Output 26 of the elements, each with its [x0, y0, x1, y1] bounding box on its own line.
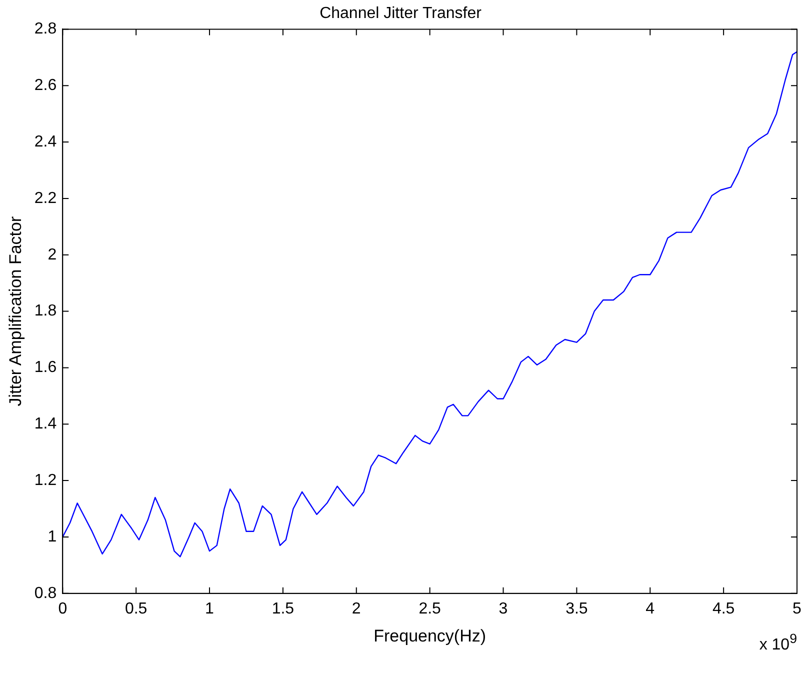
y-tick-label: 0.8 — [34, 584, 57, 602]
x-tick-label: 1 — [205, 600, 214, 618]
x-axis-title: Frequency(Hz) — [374, 626, 486, 646]
y-tick-label: 1.4 — [34, 416, 57, 433]
y-tick-label: 1.6 — [34, 359, 57, 376]
x-tick-label: 3.5 — [566, 600, 588, 618]
chart-title: Channel Jitter Transfer — [320, 5, 482, 22]
y-tick-label: 2.8 — [34, 20, 57, 38]
y-tick-label: 1.8 — [34, 302, 57, 320]
text: x 10$^{9}$ — [759, 631, 797, 655]
x-tick-label: 1.5 — [272, 600, 294, 618]
y-tick-label: 2.6 — [34, 77, 57, 94]
y-tick-label: 2.4 — [34, 133, 57, 150]
x-tick-label: 0 — [58, 600, 68, 618]
x-tick-label: 0.5 — [124, 600, 148, 618]
x-tick-label: 2.5 — [418, 600, 442, 618]
x-tick-label: 4 — [646, 600, 655, 618]
y-tick-label: 1 — [48, 528, 57, 546]
y-tick-label: 1.2 — [34, 472, 57, 489]
y-tick-label: 2.2 — [34, 190, 57, 207]
x-tick-label: 2 — [352, 600, 361, 618]
y-tick-label: 2 — [48, 246, 57, 264]
x-tick-label: 5 — [792, 600, 802, 618]
x-tick-label: 4.5 — [712, 600, 735, 618]
y-axis-title: Jitter Amplification Factor — [6, 216, 25, 406]
x-tick-label: 3 — [498, 600, 508, 618]
